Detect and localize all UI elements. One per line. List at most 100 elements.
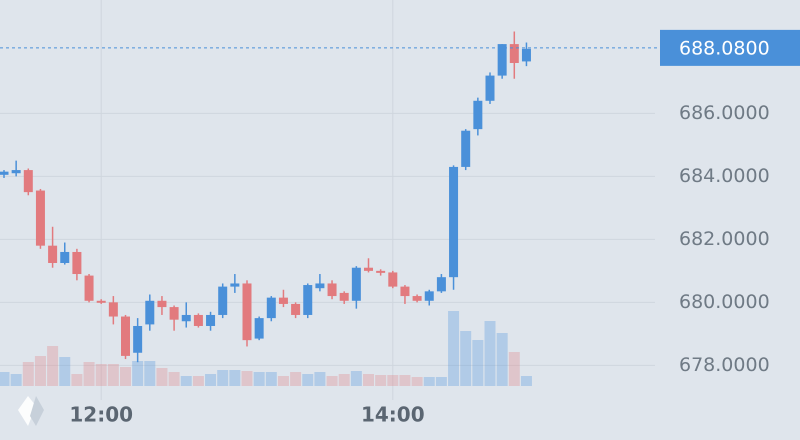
candle-body bbox=[242, 283, 252, 341]
candle-body bbox=[84, 275, 94, 301]
volume-bar bbox=[156, 368, 168, 386]
volume-bar bbox=[168, 372, 180, 386]
last-price-label: 688.0800 bbox=[679, 37, 770, 59]
volume-bar bbox=[0, 372, 10, 386]
volume-bar bbox=[508, 352, 520, 386]
candle-body bbox=[48, 245, 58, 263]
candle-body bbox=[23, 170, 33, 193]
volume-bar bbox=[387, 375, 399, 386]
candle-body bbox=[521, 48, 531, 62]
candle-body bbox=[364, 267, 373, 271]
volume-bar bbox=[107, 364, 119, 386]
candle-body bbox=[11, 170, 21, 174]
grid bbox=[0, 0, 655, 400]
volume-bar bbox=[350, 371, 362, 386]
volume-bar bbox=[265, 372, 277, 386]
candle-body bbox=[0, 171, 9, 175]
volume-bar bbox=[520, 376, 532, 386]
candle-body bbox=[412, 296, 422, 301]
y-tick-label: 680.0000 bbox=[679, 291, 770, 313]
volume-bar bbox=[423, 377, 435, 386]
candle-body bbox=[473, 100, 483, 130]
volume-bar bbox=[326, 376, 338, 386]
volume-bar bbox=[120, 367, 131, 386]
x-tick-label: 14:00 bbox=[361, 403, 425, 427]
volume-bar bbox=[10, 374, 22, 386]
candle-body bbox=[449, 166, 459, 278]
volume-bar bbox=[144, 361, 156, 386]
volume-bar bbox=[132, 361, 144, 386]
candle-body bbox=[485, 75, 495, 101]
volume-bar bbox=[277, 376, 289, 386]
volume-bar bbox=[290, 372, 302, 386]
candle-body bbox=[339, 292, 349, 301]
candle-body bbox=[497, 44, 507, 76]
candle-body bbox=[218, 286, 228, 315]
y-tick-label: 684.0000 bbox=[679, 165, 770, 187]
x-tick-label: 12:00 bbox=[69, 403, 133, 427]
candle-body bbox=[315, 283, 325, 289]
volume-bar bbox=[241, 371, 253, 386]
candle-body bbox=[291, 303, 301, 315]
candles bbox=[0, 31, 531, 363]
volume-bar bbox=[460, 331, 472, 386]
volume-bar bbox=[71, 374, 83, 386]
logo bbox=[18, 396, 44, 426]
volume-bar bbox=[338, 374, 350, 386]
volume-bar bbox=[192, 376, 204, 386]
volume-bar bbox=[47, 346, 59, 386]
candle-body bbox=[157, 300, 167, 308]
candle-body bbox=[388, 272, 398, 287]
volume-bar bbox=[59, 357, 71, 386]
candle-body bbox=[145, 300, 155, 325]
candle-body bbox=[351, 267, 361, 301]
volume-bar bbox=[229, 370, 241, 386]
candle-body bbox=[206, 314, 216, 326]
y-tick-label: 682.0000 bbox=[679, 228, 770, 250]
candle-body bbox=[96, 300, 106, 303]
volume-bar bbox=[399, 375, 411, 386]
candle-body bbox=[400, 286, 410, 297]
candle-body bbox=[376, 270, 386, 273]
volume-bar bbox=[448, 311, 460, 386]
volume-bar bbox=[411, 377, 423, 386]
volume-bar bbox=[22, 362, 34, 386]
volume-bar bbox=[302, 374, 314, 386]
candle-body bbox=[303, 285, 313, 315]
y-tick-label: 686.0000 bbox=[679, 102, 770, 124]
volume-bar bbox=[34, 356, 46, 386]
candle-body bbox=[327, 283, 337, 297]
volume-bar bbox=[205, 374, 217, 386]
candle-body bbox=[169, 307, 179, 320]
candle-body bbox=[121, 316, 130, 356]
candle-body bbox=[254, 318, 264, 339]
candle-body bbox=[35, 190, 45, 246]
candle-body bbox=[509, 44, 519, 63]
volume-bar bbox=[435, 377, 447, 386]
volume-bar bbox=[95, 364, 107, 386]
candle-body bbox=[193, 314, 203, 326]
candle-body bbox=[436, 277, 446, 292]
volume-bar bbox=[484, 321, 496, 386]
candle-body bbox=[108, 302, 118, 317]
volume-bar bbox=[375, 375, 387, 386]
volume-bar bbox=[253, 372, 265, 386]
candle-body bbox=[266, 297, 276, 319]
volume-bar bbox=[180, 376, 192, 386]
volume-bar bbox=[314, 372, 326, 386]
candle-body bbox=[230, 283, 240, 287]
last-price-box bbox=[660, 29, 800, 66]
candle-body bbox=[133, 325, 143, 353]
candle-body bbox=[461, 130, 471, 167]
volume-bar bbox=[496, 333, 508, 386]
volume-bar bbox=[363, 374, 374, 386]
candle-body bbox=[424, 291, 434, 301]
volume-bar bbox=[217, 370, 229, 386]
candle-body bbox=[278, 297, 288, 304]
candle-body bbox=[72, 251, 82, 275]
volume-bar bbox=[472, 340, 484, 386]
y-tick-label: 678.0000 bbox=[679, 354, 770, 376]
volume bbox=[0, 311, 532, 386]
volume-bar bbox=[83, 362, 95, 386]
